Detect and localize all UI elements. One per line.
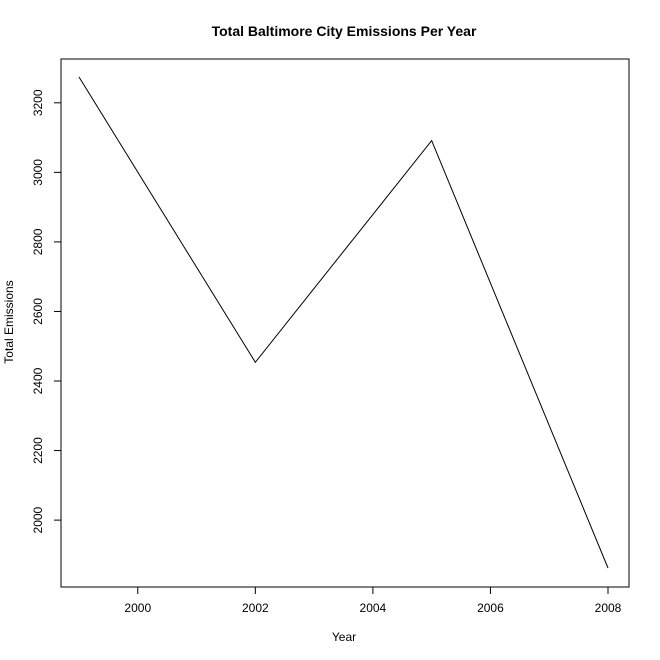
y-tick-label: 2600 <box>31 298 45 325</box>
series-line <box>78 76 609 569</box>
y-tick-label: 2000 <box>31 506 45 533</box>
series-layer <box>78 76 609 569</box>
x-axis-label: Year <box>332 630 356 644</box>
x-tick-label: 2000 <box>124 601 151 615</box>
data-point <box>79 77 80 78</box>
y-axis: 2000 2200 2400 2600 2800 3000 3200 <box>31 89 61 533</box>
y-tick-label: 3200 <box>31 89 45 116</box>
y-tick-label: 2800 <box>31 228 45 255</box>
x-tick-label: 2008 <box>595 601 622 615</box>
data-point <box>431 140 432 141</box>
x-tick-label: 2004 <box>360 601 387 615</box>
plot-frame <box>60 58 630 588</box>
chart-title: Total Baltimore City Emissions Per Year <box>212 23 477 39</box>
data-point <box>608 568 609 569</box>
y-tick-label: 2200 <box>31 437 45 464</box>
y-tick-label: 2400 <box>31 367 45 394</box>
x-tick-label: 2006 <box>477 601 504 615</box>
x-axis: 2000 2002 2004 2006 2008 <box>124 587 622 615</box>
x-tick-label: 2002 <box>242 601 269 615</box>
data-point <box>255 362 256 363</box>
y-tick-label: 3000 <box>31 159 45 186</box>
y-axis-label: Total Emissions <box>2 280 16 363</box>
